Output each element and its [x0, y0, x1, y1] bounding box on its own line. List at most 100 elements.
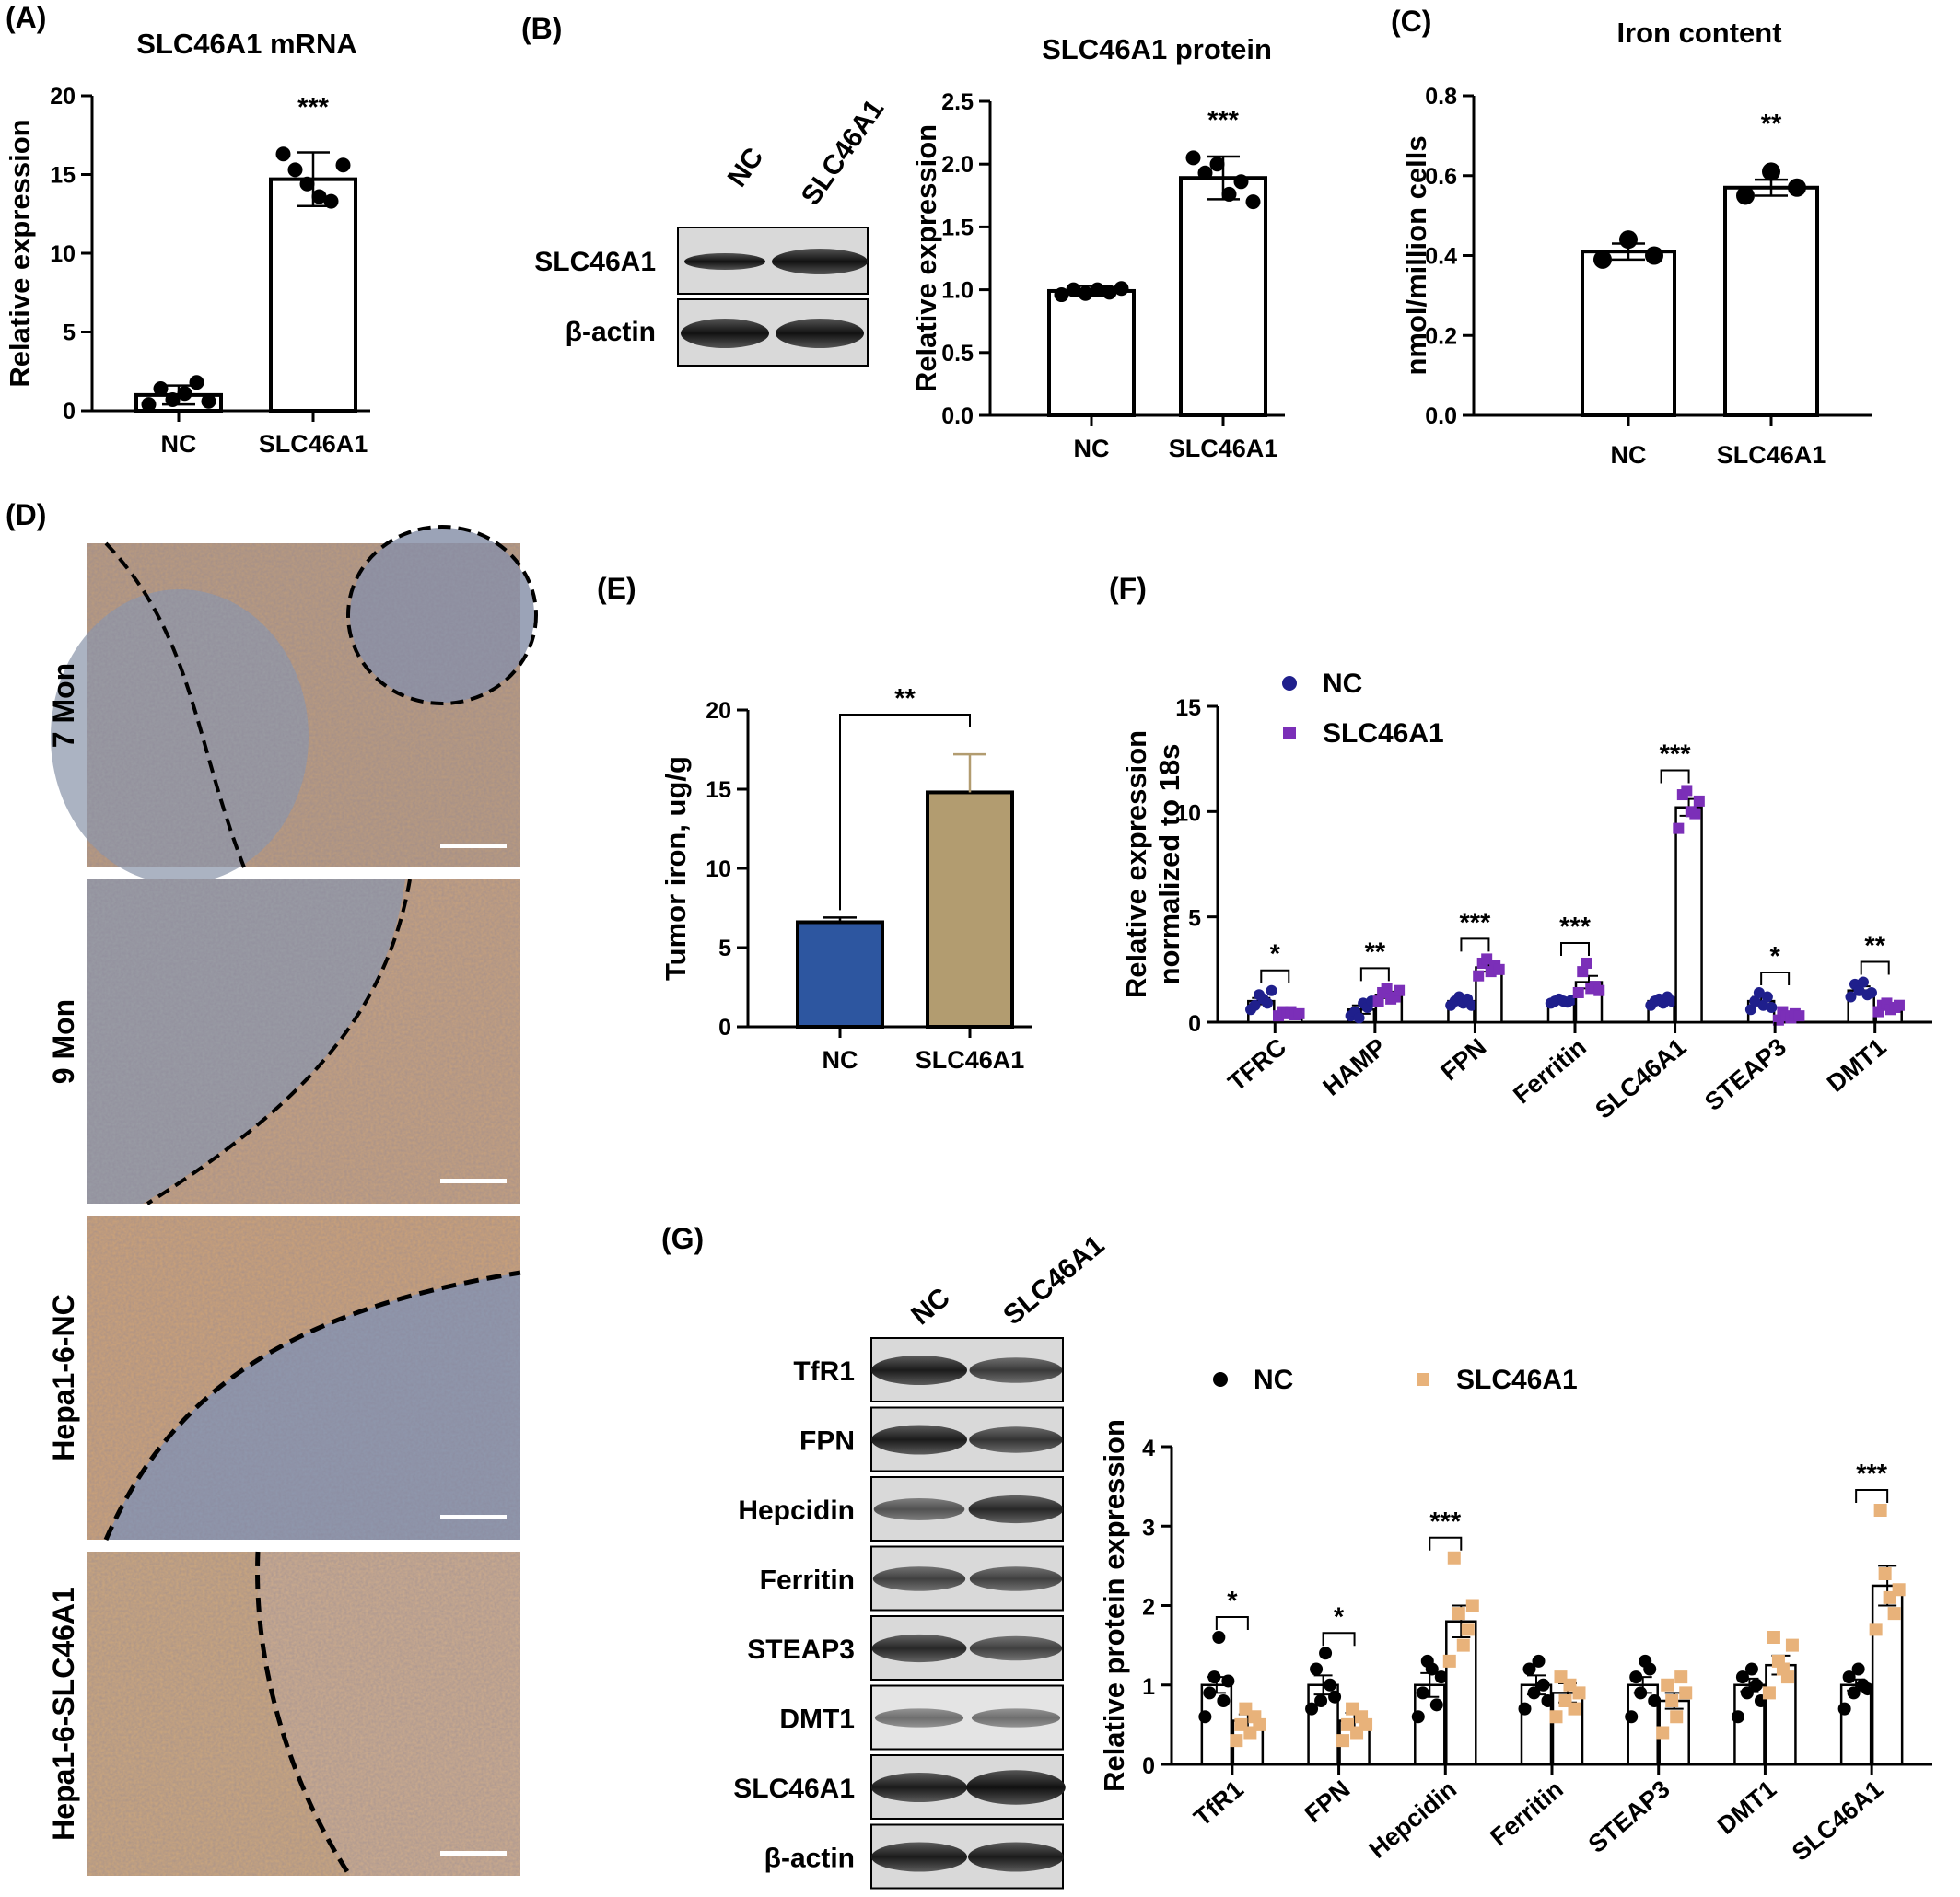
data-point: [1788, 178, 1806, 197]
panel-label-b: (B): [521, 12, 562, 45]
significance-bracket: [1322, 1632, 1356, 1647]
data-point: [1185, 150, 1201, 166]
blot-band: [969, 1566, 1063, 1591]
ihc-row-label: 7 Mon: [47, 663, 80, 748]
data-point: [1212, 1631, 1226, 1644]
data-point: [1102, 285, 1117, 300]
bar: [1047, 288, 1136, 417]
data-point: [1233, 174, 1249, 190]
y-tick-label: 0.0: [941, 403, 974, 429]
significance-marker: **: [1365, 937, 1386, 967]
x-tick-label: NC: [1611, 441, 1647, 469]
western-blot-g: NC SLC46A1 TfR1 FPN Hepcidin Ferritin STEAP3…: [733, 1229, 1110, 1890]
data-point: [1434, 1670, 1448, 1684]
data-point: [1861, 1682, 1874, 1696]
data-point: [1869, 1623, 1883, 1636]
data-point: [1549, 1710, 1563, 1724]
y-tick-label: 10: [50, 241, 76, 267]
data-point: [1411, 1710, 1425, 1724]
chart-a: 0 5 10 15 20 SLC46A1 mRNA Relative expression N…: [4, 28, 370, 458]
blot-lane-label: NC: [722, 143, 770, 192]
blot-row-label: SLC46A1: [534, 247, 656, 277]
data-point: [1749, 1678, 1763, 1692]
legend-marker: [1417, 1373, 1429, 1386]
ihc-image-hepa-nc: [88, 1216, 521, 1542]
data-point: [1873, 1504, 1887, 1517]
y-tick-label: 10: [706, 856, 731, 882]
y-tick-label: 0.2: [1425, 323, 1457, 349]
data-point: [1766, 1001, 1778, 1013]
panel-label-f: (F): [1109, 572, 1147, 605]
data-point: [1762, 162, 1780, 181]
western-blot-b: NC SLC46A1 SLC46A1 β-actin: [534, 94, 890, 367]
significance-marker: ***: [1459, 908, 1491, 937]
significance-bracket: [1215, 1616, 1249, 1630]
data-point: [1736, 186, 1755, 205]
data-point: [201, 393, 216, 409]
significance-marker: *: [1227, 1587, 1238, 1616]
y-axis-label: Relative protein expression: [1098, 1419, 1130, 1792]
x-tick-label: SLC46A1: [1787, 1775, 1888, 1867]
significance-bracket: [1359, 967, 1390, 982]
data-point: [1336, 1734, 1350, 1748]
y-tick-label: 2.5: [941, 89, 974, 115]
y-tick-label: 0: [1142, 1753, 1155, 1779]
data-point: [1314, 1694, 1328, 1707]
x-tick-label: DMT1: [1822, 1033, 1892, 1098]
legend-label: NC: [1254, 1365, 1293, 1395]
blot-band: [772, 249, 868, 274]
data-point: [1429, 1698, 1443, 1712]
data-point: [1851, 1662, 1865, 1676]
chart-f: 0 5 10 15 Relative expression normalized to 1…: [1120, 669, 1932, 1124]
data-point: [1465, 999, 1477, 1011]
data-point: [1198, 1710, 1212, 1724]
ihc-image-9mon: [88, 879, 520, 1205]
y-tick-label: 5: [63, 320, 76, 346]
data-point: [1645, 246, 1663, 265]
x-tick-label: FPN: [1300, 1775, 1356, 1829]
data-point: [177, 386, 192, 402]
legend-marker: [1282, 676, 1297, 691]
significance-bracket: [1460, 937, 1490, 952]
data-point: [1456, 1638, 1470, 1652]
chart-g: 0 1 2 3 4 Relative protein expression TfR1 * FPN…: [1098, 1365, 1932, 1867]
data-point: [1619, 230, 1638, 250]
blot-row-label: β-actin: [566, 317, 656, 347]
data-point: [1744, 1004, 1756, 1016]
blot-lane-label: SLC46A1: [998, 1229, 1110, 1331]
data-point: [1878, 1567, 1892, 1580]
data-point: [1532, 1654, 1546, 1668]
significance-marker: ***: [298, 93, 330, 122]
data-point: [1305, 1702, 1319, 1716]
significance-marker: *: [1334, 1602, 1345, 1632]
data-point: [189, 375, 204, 390]
y-tick-label: 15: [1175, 695, 1201, 721]
data-point: [1581, 957, 1592, 969]
legend-label: NC: [1323, 669, 1362, 699]
blot-band: [969, 1635, 1063, 1661]
y-tick-label: 0.6: [1425, 164, 1457, 190]
y-tick-label: 15: [50, 163, 76, 189]
significance-bracket: [1760, 971, 1791, 985]
data-point: [1593, 250, 1612, 269]
data-point: [1625, 1710, 1639, 1724]
y-tick-label: 1.5: [941, 215, 974, 240]
data-point: [1518, 1702, 1532, 1716]
x-tick-label: TFRC: [1223, 1033, 1291, 1097]
ihc-row-label: 9 Mon: [47, 999, 80, 1084]
blot-band: [968, 1495, 1064, 1524]
blot-row-label: DMT1: [779, 1705, 855, 1735]
data-point: [1465, 1599, 1479, 1612]
significance-marker: **: [1864, 932, 1885, 961]
panel-label-e: (E): [597, 572, 636, 605]
x-tick-label: NC: [1074, 435, 1110, 462]
data-point: [1847, 1686, 1861, 1700]
data-point: [1203, 1686, 1217, 1700]
data-point: [1293, 1007, 1305, 1019]
blot-band: [969, 1426, 1063, 1453]
significance-bracket: [1855, 1489, 1889, 1503]
x-tick-label: FPN: [1436, 1033, 1492, 1087]
data-point: [1372, 995, 1384, 1007]
y-tick-label: 0: [1188, 1011, 1201, 1037]
blot-band: [871, 1425, 967, 1455]
